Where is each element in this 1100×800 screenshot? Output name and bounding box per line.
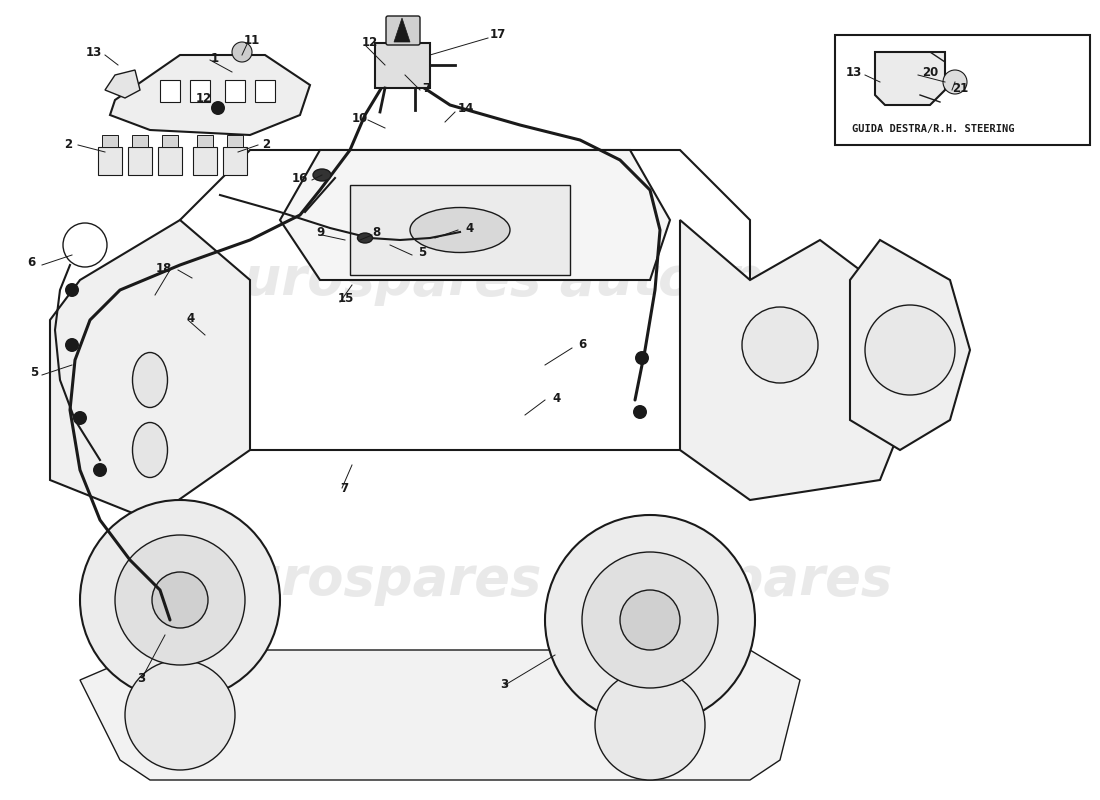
Circle shape xyxy=(116,535,245,665)
Text: 10: 10 xyxy=(352,111,368,125)
Text: eurospares autospares: eurospares autospares xyxy=(208,254,892,306)
Ellipse shape xyxy=(410,207,510,253)
Bar xyxy=(192,147,217,175)
Text: 3: 3 xyxy=(499,678,508,691)
Circle shape xyxy=(635,351,649,365)
Text: 12: 12 xyxy=(196,91,212,105)
Text: 4: 4 xyxy=(187,311,195,325)
Text: 17: 17 xyxy=(490,29,506,42)
Text: 4: 4 xyxy=(552,391,560,405)
Bar xyxy=(190,80,210,102)
Text: 20: 20 xyxy=(922,66,938,78)
Text: 13: 13 xyxy=(846,66,862,78)
Polygon shape xyxy=(104,70,140,98)
Text: GUIDA DESTRA/R.H. STEERING: GUIDA DESTRA/R.H. STEERING xyxy=(852,124,1014,134)
Polygon shape xyxy=(680,220,920,500)
Bar xyxy=(162,135,178,147)
Text: 8: 8 xyxy=(372,226,381,238)
Text: 1: 1 xyxy=(211,51,219,65)
Bar xyxy=(197,135,213,147)
Circle shape xyxy=(595,670,705,780)
Circle shape xyxy=(125,660,235,770)
Text: 2: 2 xyxy=(262,138,271,151)
Polygon shape xyxy=(50,220,250,520)
Polygon shape xyxy=(280,150,670,280)
Circle shape xyxy=(73,411,87,425)
Bar xyxy=(132,135,148,147)
Circle shape xyxy=(63,223,107,267)
Text: 18: 18 xyxy=(155,262,172,274)
Circle shape xyxy=(152,572,208,628)
Bar xyxy=(102,135,118,147)
Text: 3: 3 xyxy=(136,671,145,685)
Circle shape xyxy=(742,307,818,383)
Text: 15: 15 xyxy=(338,291,354,305)
Circle shape xyxy=(582,552,718,688)
Text: 21: 21 xyxy=(952,82,968,94)
Text: 16: 16 xyxy=(292,171,308,185)
Circle shape xyxy=(94,463,107,477)
Circle shape xyxy=(544,515,755,725)
Text: 4: 4 xyxy=(465,222,473,234)
Circle shape xyxy=(865,305,955,395)
Polygon shape xyxy=(874,52,945,105)
Polygon shape xyxy=(110,55,310,135)
Text: 7: 7 xyxy=(340,482,348,494)
Bar xyxy=(158,147,182,175)
Circle shape xyxy=(80,500,280,700)
Text: eurospares autospares: eurospares autospares xyxy=(208,554,892,606)
Bar xyxy=(98,147,122,175)
Circle shape xyxy=(620,590,680,650)
Ellipse shape xyxy=(132,353,167,407)
Text: 14: 14 xyxy=(458,102,474,114)
FancyBboxPatch shape xyxy=(835,35,1090,145)
Ellipse shape xyxy=(132,422,167,478)
Text: 6: 6 xyxy=(578,338,586,351)
Polygon shape xyxy=(80,650,800,780)
Circle shape xyxy=(65,338,79,352)
Circle shape xyxy=(632,405,647,419)
Text: 5: 5 xyxy=(418,246,427,258)
Text: 13: 13 xyxy=(86,46,102,58)
Bar xyxy=(255,80,275,102)
Bar xyxy=(223,147,248,175)
Bar xyxy=(160,80,180,102)
FancyBboxPatch shape xyxy=(350,185,570,275)
Bar xyxy=(128,147,152,175)
Bar xyxy=(226,80,245,102)
Text: 11: 11 xyxy=(244,34,260,46)
Circle shape xyxy=(943,70,967,94)
Polygon shape xyxy=(850,240,970,450)
Bar xyxy=(227,135,243,147)
Text: 6: 6 xyxy=(26,255,35,269)
Text: 5: 5 xyxy=(30,366,38,378)
Text: 9: 9 xyxy=(317,226,324,238)
Circle shape xyxy=(65,283,79,297)
Circle shape xyxy=(232,42,252,62)
Text: 2: 2 xyxy=(64,138,72,151)
FancyBboxPatch shape xyxy=(386,16,420,45)
Polygon shape xyxy=(394,18,410,42)
Circle shape xyxy=(211,101,226,115)
Text: 7: 7 xyxy=(422,82,430,94)
Text: 12: 12 xyxy=(362,35,378,49)
Bar xyxy=(375,43,430,88)
Ellipse shape xyxy=(314,169,331,181)
Ellipse shape xyxy=(358,233,373,243)
